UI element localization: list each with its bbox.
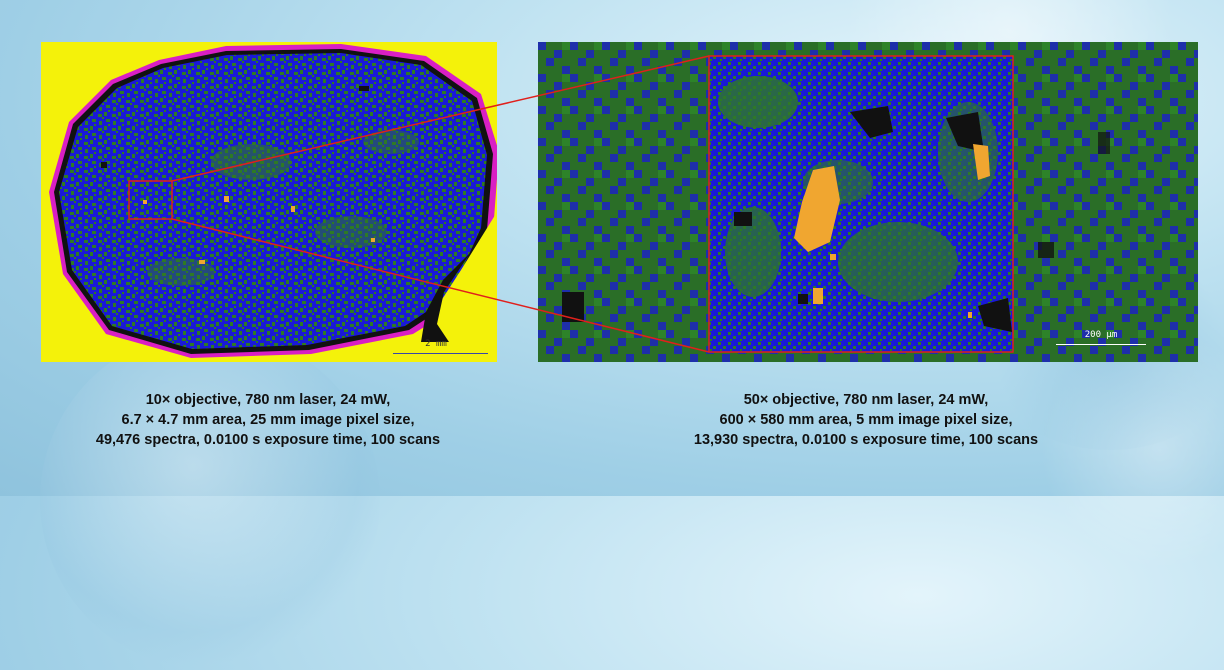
detail-map-image [538,42,1198,362]
zoom-region-box [128,180,173,220]
overview-raman-map: 2 mm [41,42,497,362]
scale-bar-label: 2 mm [425,339,447,349]
zoom-region-box [708,55,1014,353]
caption-line: 10× objective, 780 nm laser, 24 mW, [145,392,391,408]
caption-line: 49,476 spectra, 0.0100 s exposure time, … [95,432,441,448]
background-bubble [40,330,380,670]
background-bubble [1040,330,1224,570]
scale-bar-label: 200 µm [1084,330,1118,340]
detail-raman-map: 200 µm [538,42,1198,362]
caption-line: 50× objective, 780 nm laser, 24 mW, [743,392,989,408]
scale-bar [1056,344,1146,345]
caption-line: 6.7 × 4.7 mm area, 25 mm image pixel siz… [121,412,415,428]
caption-line: 600 × 580 mm area, 5 mm image pixel size… [719,412,1013,428]
scale-bar [393,353,488,354]
overview-map-image [49,44,497,358]
detail-map-caption: 50× objective, 780 nm laser, 24 mW, 600 … [636,390,1096,450]
overview-map-caption: 10× objective, 780 nm laser, 24 mW, 6.7 … [38,390,498,450]
caption-line: 13,930 spectra, 0.0100 s exposure time, … [693,432,1039,448]
